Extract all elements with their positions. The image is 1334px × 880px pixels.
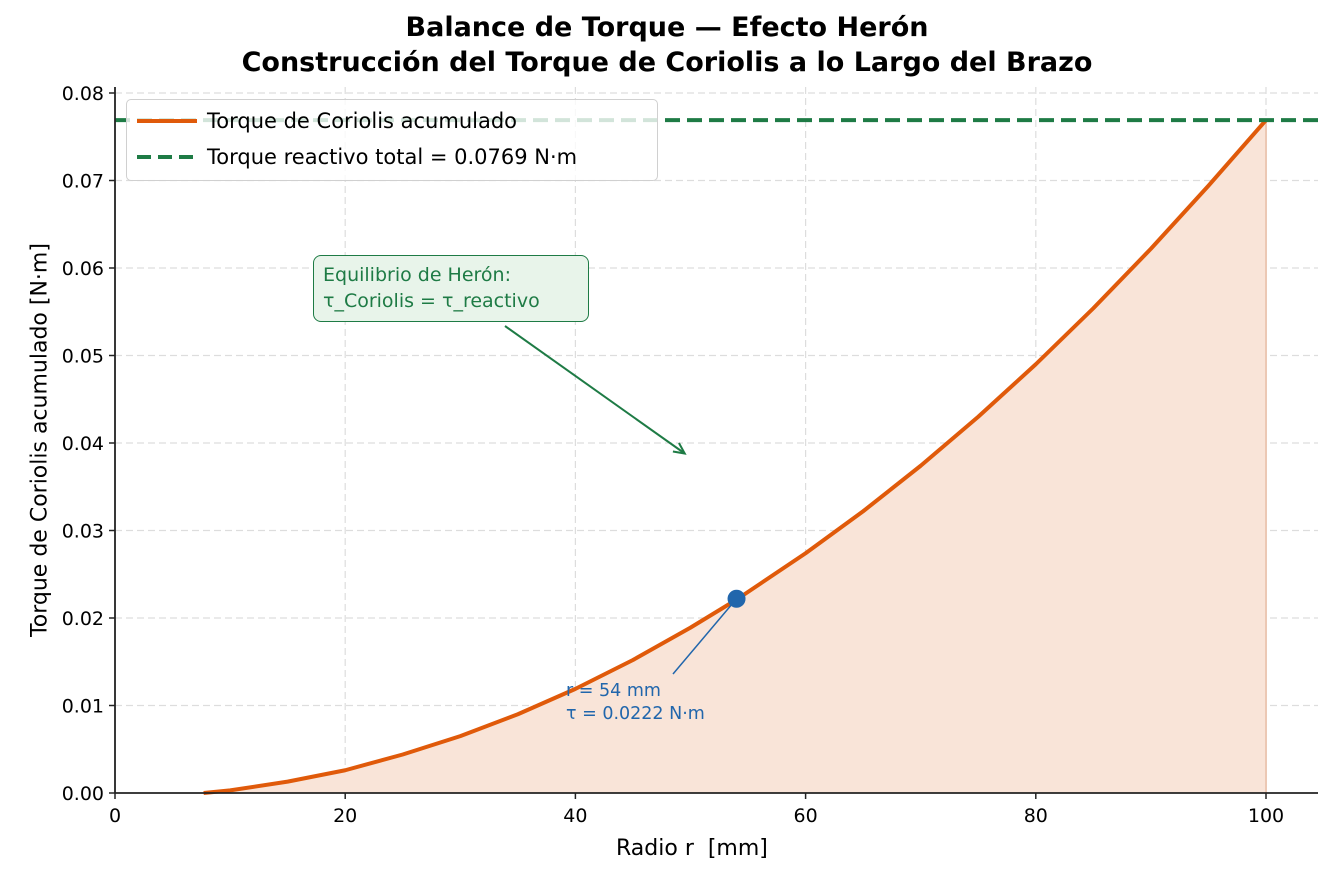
x-tick-label: 20: [333, 805, 357, 827]
area-fill: [203, 120, 1267, 793]
y-tick-label: 0.04: [62, 433, 104, 455]
y-tick-label: 0.00: [62, 783, 104, 805]
y-tick-label: 0.01: [62, 696, 104, 718]
point-annotation-torque: τ = 0.0222 N·m: [566, 704, 705, 724]
equilibrium-annotation-line1: Equilibrio de Herón:: [323, 264, 511, 286]
highlight-point-marker: [727, 589, 746, 608]
y-axis-label: Torque de Coriolis acumulado [N·m]: [27, 243, 53, 637]
x-tick-label: 80: [1024, 805, 1048, 827]
chart-title-line1: Balance de Torque — Efecto Herón: [405, 12, 929, 43]
y-tick-label: 0.05: [62, 346, 104, 368]
chart-title-line2: Construcción del Torque de Coriolis a lo…: [241, 47, 1093, 78]
coriolis-curve: [203, 118, 1268, 795]
y-tick-label: 0.02: [62, 608, 104, 630]
point-annotation: r = 54 mm τ = 0.0222 N·m: [566, 680, 705, 726]
equilibrium-annotation-line2: τ_Coriolis = τ_reactivo: [323, 290, 540, 312]
y-tick-label: 0.03: [62, 521, 104, 543]
point-leader-line: [672, 598, 738, 675]
x-tick-label: 100: [1248, 805, 1284, 827]
legend-dashed-line-icon: [137, 155, 197, 159]
legend-label-coriolis: Torque de Coriolis acumulado: [207, 109, 518, 133]
legend: Torque de Coriolis acumulado Torque reac…: [126, 99, 658, 181]
x-tick-label: 0: [109, 805, 121, 827]
y-tick-label: 0.06: [62, 258, 104, 280]
y-tick-label: 0.08: [62, 83, 104, 105]
legend-label-reactivo: Torque reactivo total = 0.0769 N·m: [207, 145, 578, 169]
x-tick-label: 60: [794, 805, 818, 827]
arrow-head-icon: [672, 442, 687, 455]
point-annotation-radius: r = 54 mm: [566, 681, 661, 701]
x-axis-label: Radio r [mm]: [616, 836, 768, 861]
equilibrium-annotation: Equilibrio de Herón: τ_Coriolis = τ_reac…: [313, 255, 589, 322]
y-tick-label: 0.07: [62, 171, 104, 193]
legend-solid-line-icon: [137, 119, 197, 123]
annotation-arrow: [504, 325, 686, 455]
x-tick-label: 40: [563, 805, 587, 827]
